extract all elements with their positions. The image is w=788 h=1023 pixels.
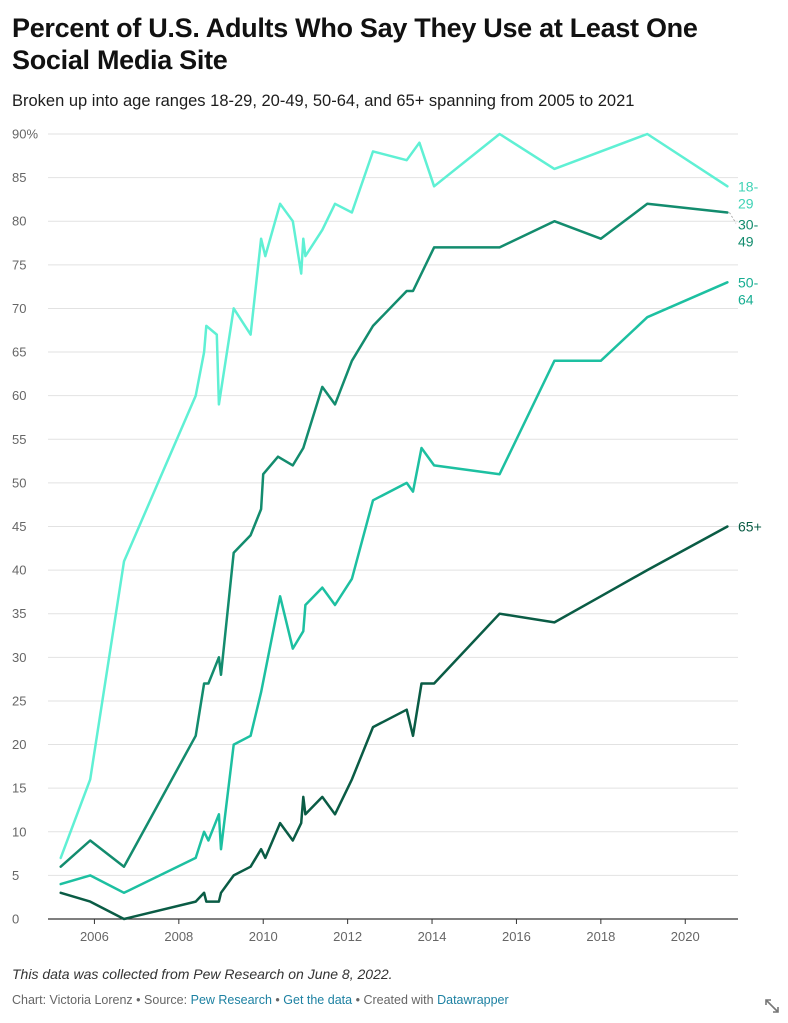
x-tick-label: 2008 bbox=[164, 929, 193, 944]
series-label-18-29: 18-29 bbox=[738, 178, 759, 211]
series-label-30-49: 30-49 bbox=[738, 216, 759, 249]
series-label-line: 64 bbox=[738, 291, 754, 307]
footer-separator: • bbox=[136, 993, 141, 1007]
y-tick-label: 50 bbox=[12, 475, 26, 490]
expand-icon[interactable] bbox=[764, 998, 780, 1014]
y-tick-label: 75 bbox=[12, 257, 26, 272]
series-label-line: 18- bbox=[738, 178, 759, 194]
x-tick-label: 2012 bbox=[333, 929, 362, 944]
x-tick-label: 2020 bbox=[671, 929, 700, 944]
y-tick-label: 30 bbox=[12, 650, 26, 665]
y-tick-label: 80 bbox=[12, 214, 26, 229]
chart-footer: Chart: Victoria Lorenz • Source: Pew Res… bbox=[12, 993, 509, 1007]
series-label-line: 29 bbox=[738, 195, 754, 211]
source-link[interactable]: Pew Research bbox=[190, 993, 272, 1007]
y-tick-label: 35 bbox=[12, 606, 26, 621]
chart-notes: This data was collected from Pew Researc… bbox=[12, 966, 393, 982]
series-label-line: 50- bbox=[738, 274, 759, 290]
y-tick-label: 10 bbox=[12, 824, 26, 839]
chart-title: Percent of U.S. Adults Who Say They Use … bbox=[12, 13, 698, 75]
x-tick-label: 2010 bbox=[249, 929, 278, 944]
series-lines bbox=[59, 132, 729, 921]
x-tick-label: 2016 bbox=[502, 929, 531, 944]
y-tick-label: 5 bbox=[12, 868, 19, 883]
series-end-labels: 18-29 30-49 50-64 65+ bbox=[729, 178, 762, 535]
series-label-line: 65+ bbox=[738, 519, 762, 535]
y-tick-label: 70 bbox=[12, 301, 26, 316]
footer-separator: • bbox=[355, 993, 360, 1007]
get-data-link[interactable]: Get the data bbox=[283, 993, 353, 1007]
y-tick-label: 85 bbox=[12, 170, 26, 185]
y-tick-label: 25 bbox=[12, 693, 26, 708]
x-tick-label: 2006 bbox=[80, 929, 109, 944]
y-tick-label: 60 bbox=[12, 388, 26, 403]
y-tick-label: 45 bbox=[12, 519, 26, 534]
x-tick-label: 2014 bbox=[418, 929, 447, 944]
y-tick-label: 15 bbox=[12, 781, 26, 796]
series-line-65 bbox=[59, 525, 729, 921]
footer-source-label: Source: bbox=[144, 993, 188, 1007]
y-tick-label: 55 bbox=[12, 432, 26, 447]
footer-created-label: Created with bbox=[363, 993, 434, 1007]
y-tick-label: 20 bbox=[12, 737, 26, 752]
y-tick-label: 40 bbox=[12, 563, 26, 578]
series-line-30-49 bbox=[59, 202, 729, 868]
series-label-line: 49 bbox=[738, 233, 754, 249]
datawrapper-link[interactable]: Datawrapper bbox=[437, 993, 509, 1007]
x-tick-label: 2018 bbox=[586, 929, 615, 944]
y-tick-label: 0 bbox=[12, 912, 19, 927]
series-label-line: 30- bbox=[738, 216, 759, 232]
y-tick-label: 65 bbox=[12, 345, 26, 360]
footer-separator: • bbox=[275, 993, 280, 1007]
y-tick-label: 90% bbox=[12, 127, 38, 142]
footer-author: Chart: Victoria Lorenz bbox=[12, 993, 133, 1007]
grid-lines bbox=[48, 133, 738, 876]
chart-subtitle: Broken up into age ranges 18-29, 20-49, … bbox=[12, 92, 635, 110]
y-axis-tick-labels: 0 5 10 15 20 25 30 35 40 45 50 55 60 65 70 75 80 85 90% bbox=[12, 127, 38, 927]
line-chart: 0 5 10 15 20 25 30 35 40 45 50 55 60 65 70 75 80 85 90% 20… bbox=[12, 127, 762, 945]
series-line-50-64 bbox=[59, 281, 729, 895]
series-line-18-29 bbox=[59, 132, 729, 860]
series-label-65: 65+ bbox=[738, 519, 762, 535]
x-axis: 2006 2008 2010 2012 2014 2016 2018 2020 bbox=[48, 918, 738, 944]
series-label-50-64: 50-64 bbox=[738, 274, 759, 307]
